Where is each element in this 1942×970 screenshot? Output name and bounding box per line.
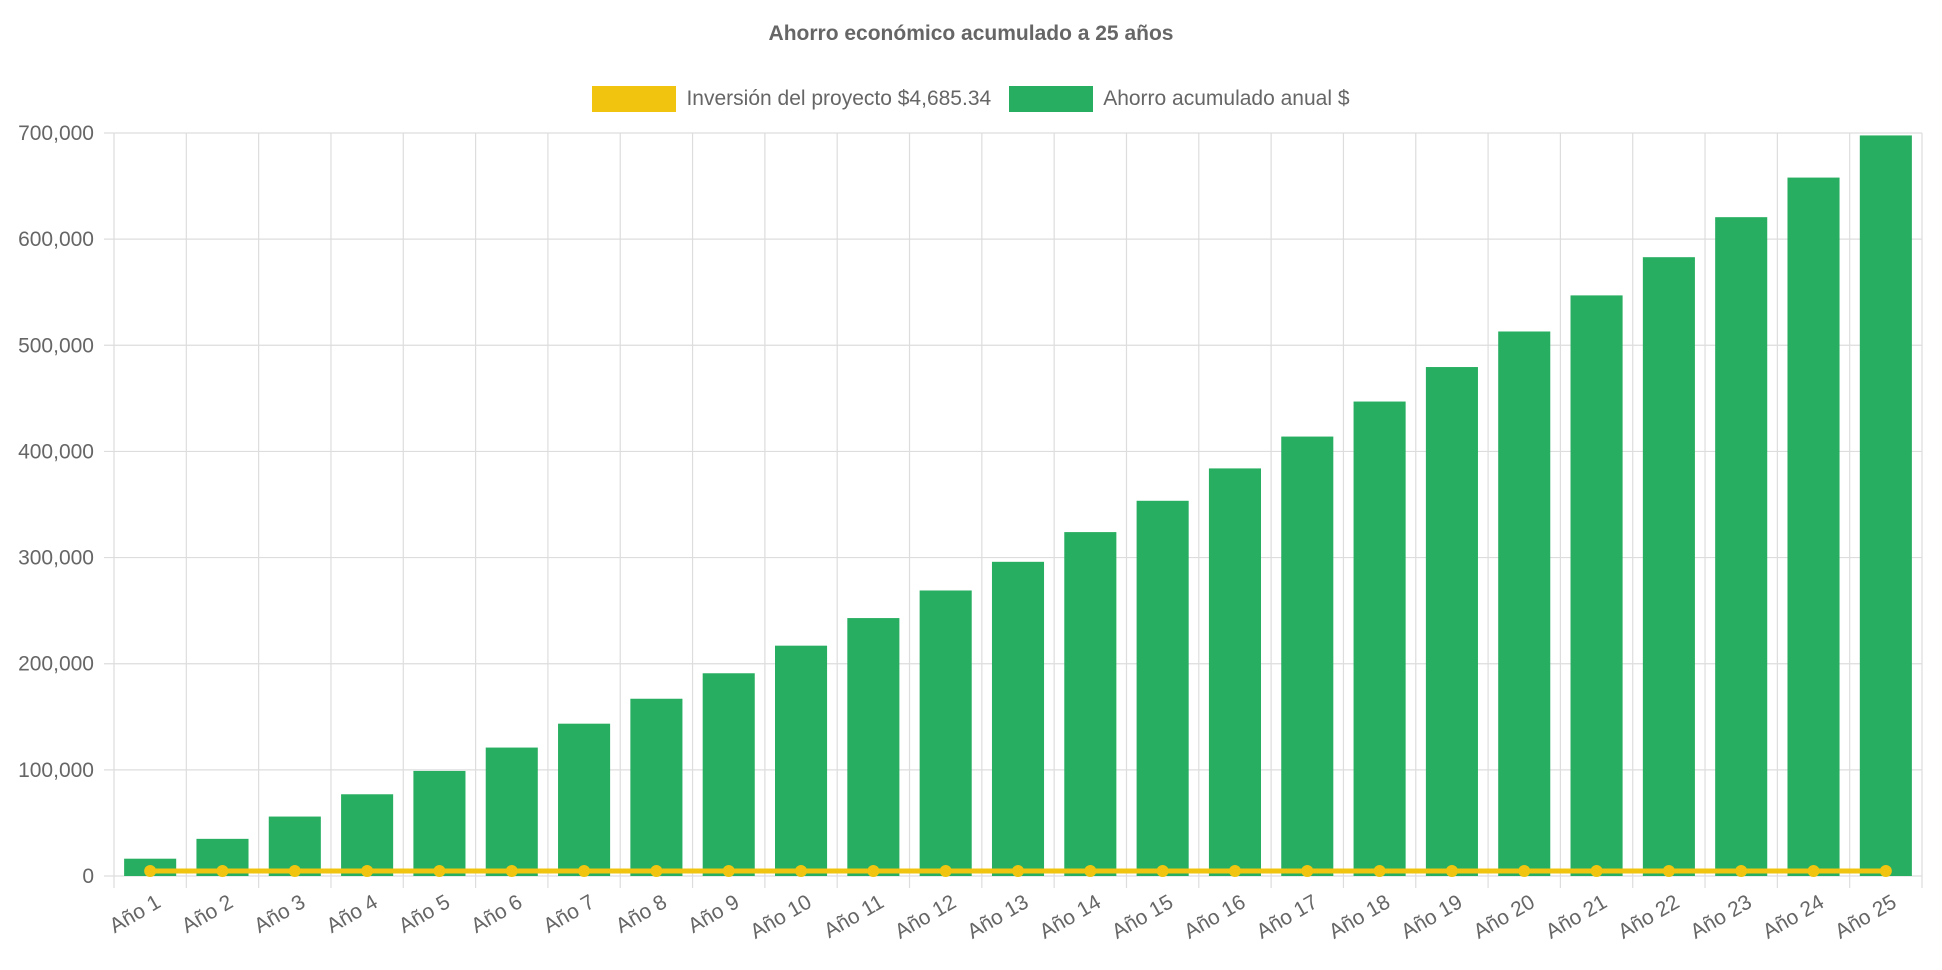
x-tick-label: Año 21 — [1542, 890, 1611, 943]
bar — [1715, 217, 1768, 877]
y-tick-label: 100,000 — [18, 759, 94, 782]
bar — [1498, 331, 1551, 876]
x-tick-label: Año 19 — [1397, 890, 1466, 943]
x-tick-label: Año 12 — [891, 890, 960, 943]
bar — [341, 794, 394, 876]
investment-point — [505, 865, 518, 878]
investment-point — [1807, 865, 1820, 878]
investment-point — [1735, 865, 1748, 878]
investment-point — [939, 865, 952, 878]
x-tick-label: Año 15 — [1108, 890, 1177, 943]
x-tick-label: Año 8 — [612, 890, 671, 937]
x-tick-label: Año 2 — [178, 890, 237, 937]
legend-label-savings: Ahorro acumulado anual $ — [1103, 87, 1350, 110]
x-tick-label: Año 7 — [540, 890, 599, 937]
x-tick-label: Año 1 — [106, 890, 165, 937]
investment-point — [361, 865, 374, 878]
x-tick-label: Año 4 — [323, 890, 382, 938]
bar — [1353, 401, 1406, 876]
y-tick-label: 600,000 — [18, 228, 94, 251]
x-tick-label: Año 10 — [746, 890, 815, 943]
chart-title: Ahorro económico acumulado a 25 años — [768, 22, 1174, 45]
bar — [630, 698, 683, 876]
x-tick-label: Año 9 — [684, 890, 743, 937]
investment-point — [1879, 865, 1892, 878]
y-tick-label: 500,000 — [18, 334, 94, 357]
investment-point — [795, 865, 808, 878]
investment-point — [1518, 865, 1531, 878]
investment-point — [1590, 865, 1603, 878]
bar — [1787, 177, 1840, 876]
x-tick-label: Año 11 — [820, 890, 888, 942]
investment-point — [433, 865, 446, 878]
bar — [919, 590, 972, 876]
x-tick-label: Año 24 — [1759, 890, 1828, 943]
legend: Inversión del proyecto $4,685.34 Ahorro … — [0, 86, 1942, 112]
investment-point — [216, 865, 229, 878]
x-tick-label: Año 13 — [963, 890, 1032, 943]
y-tick-label: 300,000 — [18, 547, 94, 570]
investment-point — [867, 865, 880, 878]
y-tick-label: 200,000 — [18, 653, 94, 676]
x-tick-label: Año 18 — [1325, 890, 1394, 943]
x-tick-label: Año 3 — [250, 890, 309, 937]
legend-swatch-investment — [592, 86, 677, 112]
x-tick-label: Año 14 — [1036, 890, 1105, 943]
x-tick-label: Año 5 — [395, 890, 454, 937]
investment-point — [1662, 865, 1675, 878]
investment-point — [1012, 865, 1024, 878]
bar — [991, 561, 1045, 876]
legend-label-investment: Inversión del proyecto $4,685.34 — [686, 87, 992, 110]
x-tick-label: Año 20 — [1470, 890, 1539, 943]
x-tick-label: Año 25 — [1831, 890, 1900, 943]
bar — [1208, 468, 1261, 876]
bar — [1570, 295, 1623, 876]
investment-point — [1301, 865, 1314, 878]
x-tick-label: Año 22 — [1614, 890, 1683, 943]
y-tick-label: 400,000 — [18, 440, 94, 463]
bar — [1859, 135, 1912, 876]
investment-point — [1084, 865, 1097, 878]
investment-point — [578, 865, 591, 878]
legend-swatch-savings — [1009, 86, 1094, 112]
investment-point — [144, 865, 157, 878]
y-tick-label: 0 — [82, 865, 94, 888]
x-tick-label: Año 16 — [1180, 890, 1249, 943]
legend-item-savings[interactable]: Ahorro acumulado anual $ — [1009, 86, 1350, 112]
investment-point — [1373, 865, 1386, 878]
bar — [413, 770, 466, 876]
bar — [775, 645, 828, 876]
bar — [558, 723, 611, 876]
x-tick-label: Año 17 — [1253, 890, 1322, 943]
x-tick-label: Año 23 — [1687, 890, 1756, 943]
bar — [1064, 532, 1117, 876]
legend-item-investment[interactable]: Inversión del proyecto $4,685.34 — [592, 86, 991, 112]
investment-point — [722, 865, 735, 878]
bar — [1642, 257, 1695, 876]
investment-point — [1445, 865, 1458, 878]
bar — [1281, 436, 1334, 876]
bar — [847, 618, 900, 876]
bar — [1136, 500, 1189, 876]
investment-point — [650, 865, 663, 878]
bar — [485, 747, 538, 876]
bar — [702, 673, 755, 876]
x-tick-label: Año 6 — [467, 890, 526, 937]
bar — [1425, 367, 1478, 876]
investment-point — [288, 865, 301, 878]
y-tick-label: 700,000 — [18, 122, 94, 145]
investment-point — [1228, 865, 1241, 878]
investment-point — [1156, 865, 1169, 878]
